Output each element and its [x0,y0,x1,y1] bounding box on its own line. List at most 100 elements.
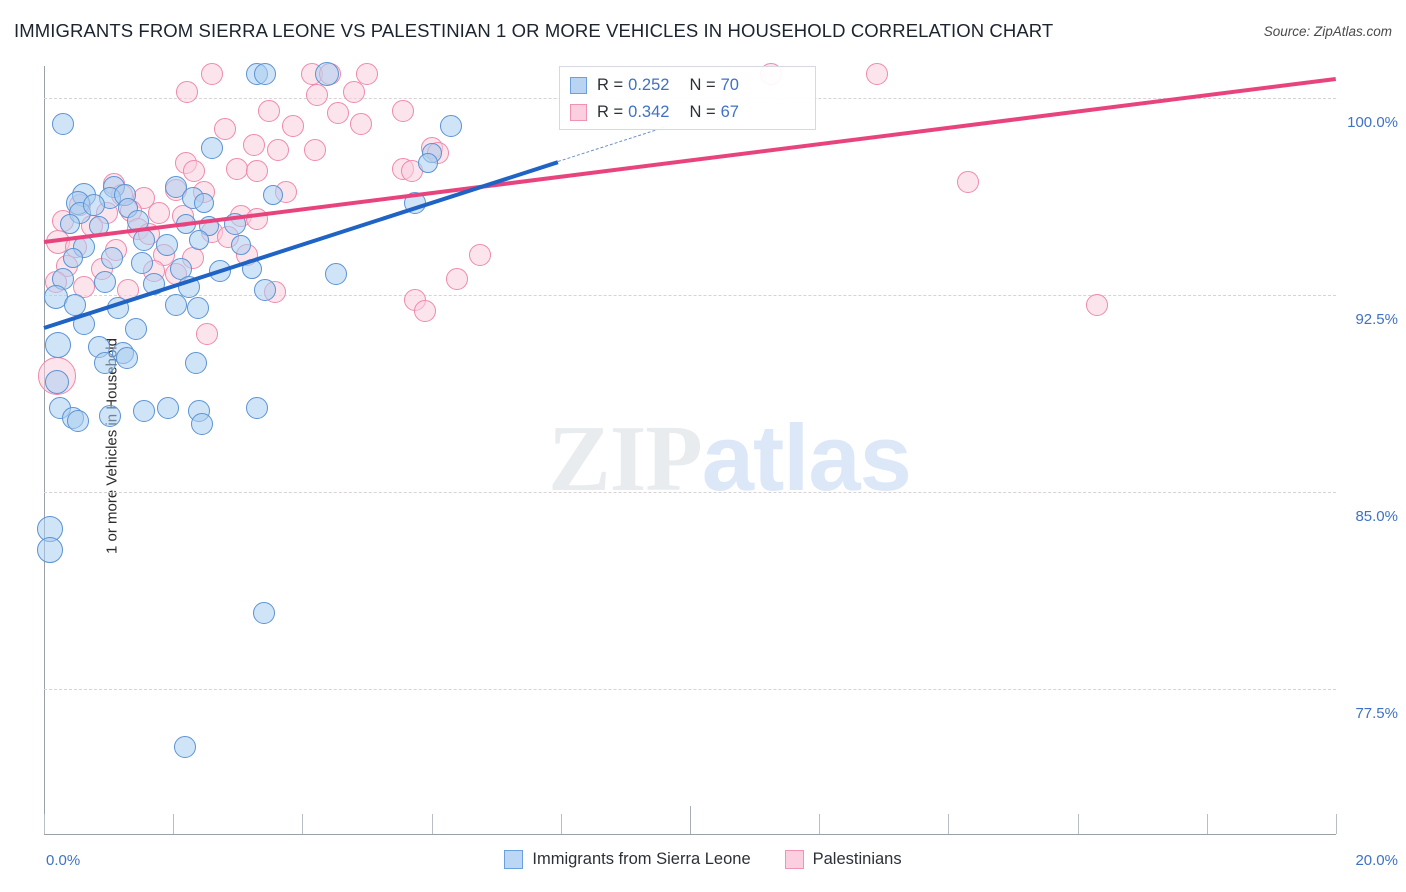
data-point-sierra-leone [165,175,188,198]
data-point-sierra-leone [246,396,269,419]
data-point-palestinians [304,139,327,162]
data-point-palestinians [242,133,265,156]
x-tick [1336,814,1337,834]
y-tick-label: 100.0% [1347,113,1398,131]
pink-n-value: 67 [720,103,739,121]
data-point-sierra-leone [165,294,188,317]
data-point-sierra-leone [45,331,72,358]
data-point-palestinians [147,202,170,225]
data-point-sierra-leone [200,136,223,159]
data-point-palestinians [356,62,378,85]
scatter-plot-area [37,61,1337,824]
data-point-palestinians [266,139,289,162]
stats-legend: R = 0.252 N = 70 R = 0.342 N = 67 [559,66,816,130]
y-tick-label: 77.5% [1355,705,1398,723]
data-point-sierra-leone [43,285,68,310]
y-tick-label: 92.5% [1355,310,1398,328]
data-point-palestinians [305,83,328,106]
data-point-sierra-leone [52,112,75,135]
blue-n-label: N = [689,76,716,94]
data-point-sierra-leone [63,248,84,268]
pink-n-label: N = [689,103,716,121]
legend-swatch-icon-pink [784,850,804,869]
x-tick [302,814,304,834]
data-point-palestinians [182,160,205,183]
data-point-palestinians [116,278,139,301]
data-point-palestinians [246,207,269,230]
legend-item-sierra-leone[interactable]: Immigrants from Sierra Leone [504,850,751,869]
pink-series-swatch-icon [570,104,587,121]
data-point-sierra-leone [88,216,109,237]
stats-row-pink: R = 0.342 N = 67 [570,99,805,126]
data-point-sierra-leone [191,412,214,435]
data-point-sierra-leone [157,396,180,419]
blue-n-value: 70 [720,76,739,94]
data-point-sierra-leone [439,115,462,138]
data-point-sierra-leone [94,270,117,293]
data-point-sierra-leone [252,602,275,625]
data-point-palestinians [349,112,372,135]
data-point-sierra-leone [194,192,215,213]
data-point-palestinians [1085,294,1108,317]
data-point-sierra-leone [186,296,209,319]
data-point-sierra-leone [404,191,427,214]
data-point-sierra-leone [83,194,106,217]
data-point-palestinians [446,268,469,291]
data-point-sierra-leone [133,228,156,251]
data-point-sierra-leone [253,62,276,85]
data-point-sierra-leone [44,369,69,394]
data-point-palestinians [246,160,269,183]
data-point-sierra-leone [124,318,147,340]
data-point-sierra-leone [178,275,201,298]
data-point-palestinians [414,299,437,322]
data-point-palestinians [200,62,223,85]
pink-r-label: R = [597,103,624,121]
data-point-sierra-leone [98,404,121,427]
x-tick [948,814,950,834]
blue-series-swatch-icon [570,77,587,94]
data-point-sierra-leone [100,247,123,269]
data-point-sierra-leone [263,184,284,205]
x-tick-label-min: 0.0% [46,852,81,869]
source-note: Source: ZipAtlas.com [1263,24,1392,39]
data-point-palestinians [469,244,492,267]
data-point-sierra-leone [66,410,89,433]
x-tick [690,806,691,834]
x-tick [819,814,821,834]
data-point-sierra-leone [133,399,156,422]
data-point-sierra-leone [208,260,231,283]
data-point-palestinians [195,323,218,346]
data-point-palestinians [257,99,280,122]
data-point-sierra-leone [223,212,246,235]
data-point-sierra-leone [314,61,339,86]
y-tick-label: 85.0% [1355,508,1398,526]
x-tick [44,814,45,834]
x-tick [1206,814,1208,834]
gridline [44,294,1336,296]
gridline [44,492,1336,494]
data-point-palestinians [326,102,349,125]
data-point-palestinians [213,118,236,141]
data-point-sierra-leone [418,153,439,174]
data-point-sierra-leone [59,213,80,234]
data-point-palestinians [281,115,304,138]
x-tick [560,814,562,834]
x-axis-line [44,834,1336,835]
data-point-sierra-leone [176,213,197,234]
data-point-palestinians [391,99,414,122]
blue-trendline-extension [557,126,665,162]
data-point-sierra-leone [184,352,207,375]
data-point-sierra-leone [107,296,130,319]
legend-item-palestinians[interactable]: Palestinians [784,850,902,869]
data-point-sierra-leone [37,536,64,563]
data-point-palestinians [343,81,366,104]
stats-row-blue: R = 0.252 N = 70 [570,72,805,99]
x-tick-label-max: 20.0% [1355,852,1398,869]
legend-label-pink: Palestinians [812,850,902,868]
x-tick [431,814,433,834]
data-point-palestinians [176,81,199,104]
data-point-sierra-leone [242,258,262,279]
page-title: IMMIGRANTS FROM SIERRA LEONE VS PALESTIN… [14,20,1054,41]
data-point-sierra-leone [142,273,165,296]
data-point-sierra-leone [324,262,347,285]
